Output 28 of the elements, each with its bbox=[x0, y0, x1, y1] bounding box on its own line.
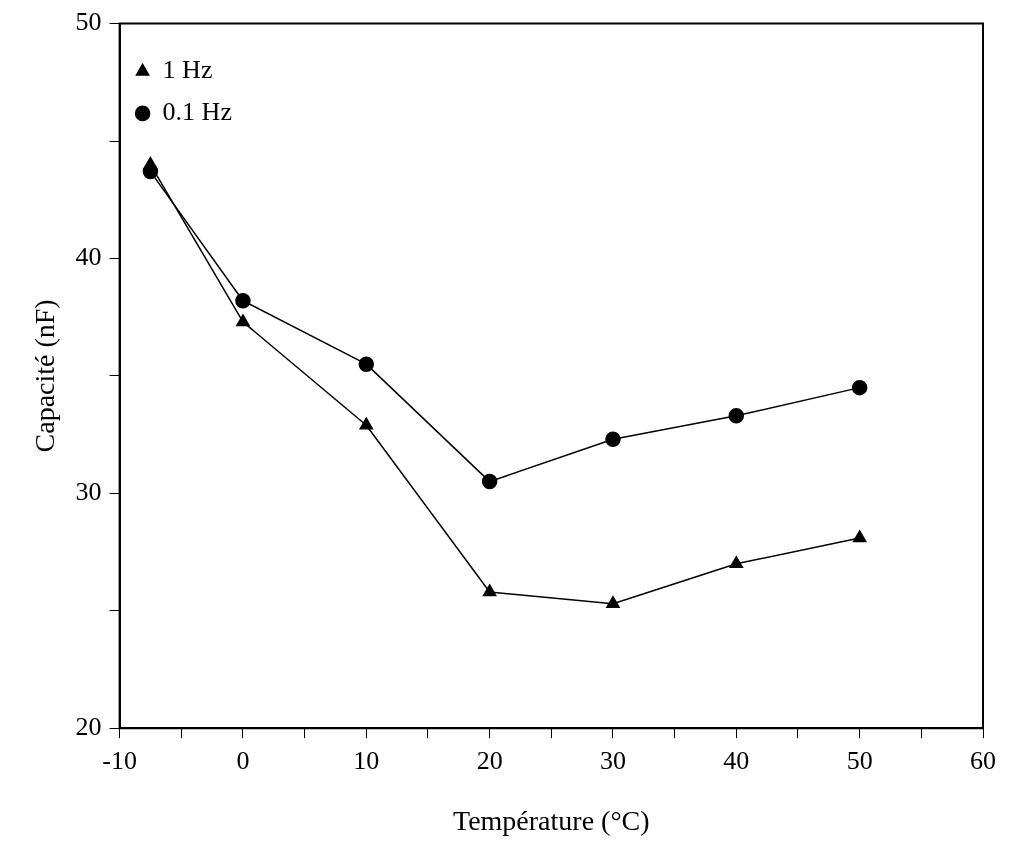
point bbox=[235, 292, 251, 309]
legend-label: 0.1 Hz bbox=[162, 97, 232, 127]
x-tick-label: 40 bbox=[723, 745, 750, 775]
point bbox=[728, 408, 745, 424]
point bbox=[729, 556, 744, 569]
point bbox=[481, 473, 498, 490]
x-tick-label: 60 bbox=[970, 745, 996, 775]
point bbox=[358, 356, 375, 372]
point bbox=[606, 595, 620, 608]
y-tick-label: 20 bbox=[75, 712, 102, 742]
x-tick-label: -10 bbox=[102, 745, 137, 775]
x-axis-title: Température (°C) bbox=[453, 804, 650, 836]
y-tick-label: 30 bbox=[75, 477, 102, 507]
point bbox=[852, 530, 867, 543]
x-tick-label: 30 bbox=[599, 745, 626, 775]
y-tick-label: 50 bbox=[75, 7, 102, 37]
legend-label: 1 Hz bbox=[162, 55, 213, 85]
point bbox=[851, 379, 868, 396]
y-tick-label: 40 bbox=[75, 242, 102, 272]
y-axis-title: Capacité (nF) bbox=[29, 299, 61, 453]
point bbox=[605, 431, 621, 448]
x-tick-label: 50 bbox=[846, 745, 873, 775]
x-tick-label: 0 bbox=[236, 745, 250, 775]
point bbox=[359, 417, 374, 430]
point bbox=[236, 314, 250, 327]
x-tick-label: 10 bbox=[353, 745, 380, 775]
x-tick-label: 20 bbox=[476, 745, 503, 775]
point bbox=[482, 584, 497, 597]
